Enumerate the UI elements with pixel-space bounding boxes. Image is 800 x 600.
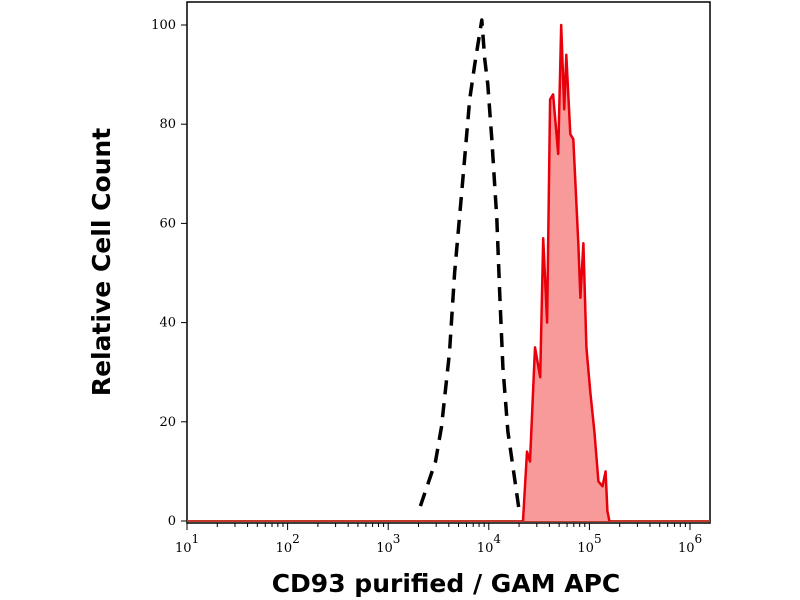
y-tick-label: 60: [159, 216, 176, 231]
y-axis-label: Relative Cell Count: [87, 128, 116, 396]
x-tick-label: 106: [678, 532, 702, 556]
series-1-area: [523, 25, 610, 521]
x-tick-label: 105: [577, 532, 601, 556]
series-layer: [187, 18, 710, 522]
y-tick-label: 0: [168, 514, 176, 529]
x-tick-exponent: 6: [695, 532, 703, 546]
x-tick-base: 10: [376, 541, 393, 556]
x-tick-exponent: 4: [493, 532, 501, 546]
stained-histogram-line: [521, 23, 611, 522]
x-tick-exponent: 2: [292, 532, 300, 546]
x-tick-exponent: 3: [393, 532, 401, 546]
y-tick-label: 20: [159, 415, 176, 430]
x-tick-label: 103: [376, 532, 400, 556]
x-tick-label: 102: [276, 532, 300, 556]
y-axis: 0 20 40 60 80 100: [151, 18, 187, 529]
x-tick-label: 104: [477, 532, 502, 556]
x-tick-exponent: 5: [594, 532, 602, 546]
y-tick-label: 40: [159, 316, 176, 331]
y-tick-label: 100: [151, 18, 176, 33]
x-axis-label: CD93 purified / GAM APC: [272, 569, 621, 598]
x-tick-base: 10: [678, 541, 695, 556]
x-tick-base: 10: [276, 541, 293, 556]
control-histogram-line: [418, 18, 522, 517]
x-tick-base: 10: [477, 541, 494, 556]
x-tick-exponent: 1: [192, 532, 200, 546]
x-tick-label: 101: [175, 532, 199, 556]
plot-frame: [186, 1, 711, 524]
x-tick-base: 10: [577, 541, 594, 556]
y-tick-label: 80: [159, 117, 176, 132]
x-tick-base: 10: [175, 541, 192, 556]
